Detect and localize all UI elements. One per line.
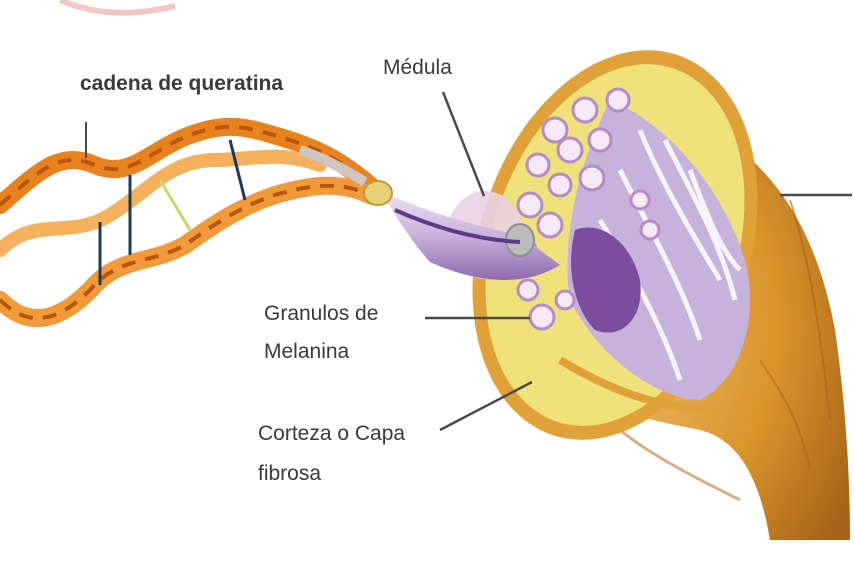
hair-shaft — [472, 50, 850, 540]
medulla-pointer-line — [441, 91, 486, 197]
melanin-label-line2: Melanina — [264, 340, 350, 363]
melanin-label-line1: Granulos de — [264, 302, 379, 325]
keratin-chain-label: cadena de queratina — [80, 72, 284, 95]
cortex-label-line2: fibrosa — [258, 462, 322, 485]
cortex-pointer-line — [439, 380, 533, 432]
inner-strand — [363, 180, 560, 280]
keratin-helix — [0, 117, 381, 327]
top-decoration — [58, 0, 176, 16]
cortex-label-line1: Corteza o Capa — [258, 422, 406, 445]
medulla-label: Médula — [383, 56, 452, 79]
